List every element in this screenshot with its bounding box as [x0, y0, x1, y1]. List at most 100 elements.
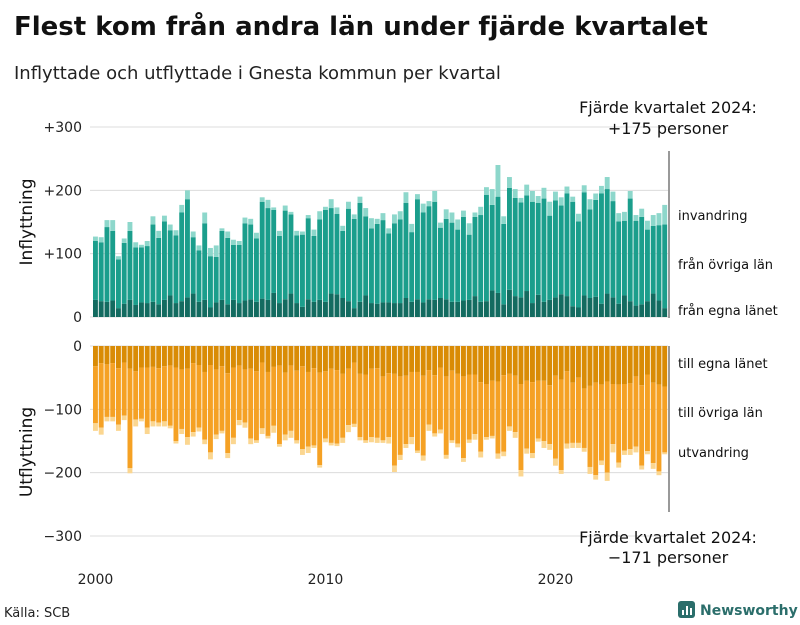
top-bar-segment [127, 230, 133, 300]
legend-bottom-egna-lanet: till egna länet [678, 357, 768, 372]
top-bar-segment [179, 301, 185, 317]
top-bar-segment [369, 228, 374, 304]
top-bar-segment [317, 219, 323, 300]
top-bar-segment [524, 184, 530, 196]
bottom-bar-segment [547, 444, 553, 450]
top-bar-segment [121, 238, 127, 243]
top-bar-segment [213, 302, 219, 317]
bottom-bar-segment [512, 346, 518, 376]
bottom-bar-segment [662, 452, 668, 455]
top-bar-segment [449, 301, 455, 317]
top-bar-segment [294, 235, 300, 304]
top-bar-segment [461, 216, 466, 301]
top-bar-segment [236, 241, 242, 245]
bottom-bar-segment [208, 365, 213, 453]
top-annotation-line2: +175 personer [608, 119, 729, 138]
bottom-bar-segment [380, 376, 386, 441]
bottom-bar-segment [116, 424, 121, 431]
top-bar-segment [633, 215, 639, 221]
bottom-bar-segment [328, 346, 334, 369]
bottom-bar-segment [236, 420, 242, 426]
bottom-bar-segment [645, 451, 650, 455]
bottom-bar-segment [604, 381, 610, 473]
bottom-bar-segment [242, 422, 248, 428]
top-bar-segment [196, 250, 202, 302]
bottom-bar-segment [645, 346, 650, 375]
bottom-bar-segment [110, 416, 116, 422]
top-bar-segment [328, 208, 334, 294]
top-bar-segment [495, 165, 501, 197]
bottom-bar-segment [300, 449, 305, 455]
bottom-bar-segment [530, 346, 535, 383]
bottom-bar-segment [656, 346, 662, 385]
top-ytick-label: +200 [44, 183, 82, 199]
top-bar-segment [190, 237, 196, 294]
top-bar-segment [403, 192, 409, 203]
top-bar-segment [259, 201, 265, 299]
bottom-bar-segment [461, 376, 466, 459]
top-bar-segment [231, 239, 236, 245]
bottom-bar-segment [662, 346, 668, 387]
top-bar-segment [357, 196, 363, 203]
bottom-bar-segment [604, 346, 610, 382]
bottom-bar-segment [455, 373, 461, 444]
bottom-ytick-label: −200 [44, 466, 82, 482]
top-bar-segment [346, 201, 351, 209]
bottom-bar-segment [420, 455, 426, 461]
bottom-bar-segment [639, 346, 645, 386]
top-bar-segment [495, 292, 501, 317]
top-bar-segment [254, 301, 259, 317]
top-bar-segment [564, 186, 570, 194]
bottom-bar-segment [392, 465, 397, 473]
bottom-bar-segment [363, 440, 369, 443]
top-bar-segment [518, 197, 524, 203]
bottom-bar-segment [213, 346, 219, 370]
top-bar-segment [104, 227, 110, 302]
top-bar-segment [190, 231, 196, 238]
bottom-bar-segment [415, 371, 420, 451]
bottom-bar-segment [277, 365, 282, 445]
bottom-bar-segment [305, 346, 311, 372]
top-bar-segment [213, 256, 219, 303]
top-bar-segment [323, 301, 328, 317]
top-bar-segment [547, 201, 553, 216]
top-bar-segment [190, 293, 196, 317]
bottom-bar-segment [150, 346, 156, 367]
top-bar-segment [173, 235, 179, 304]
brand-logo-bar-3 [690, 608, 692, 615]
top-bar-segment [570, 306, 576, 317]
bottom-bar-segment [133, 346, 139, 372]
top-bar-segment [484, 194, 489, 302]
top-bar-segment [576, 213, 581, 222]
top-bar-segment [507, 187, 512, 290]
top-bar-segment [449, 212, 455, 223]
bottom-bar-segment [432, 375, 438, 434]
top-bar-segment [535, 294, 541, 317]
bottom-bar-segment [282, 434, 288, 441]
bottom-annotation-line2: −171 personer [608, 548, 729, 567]
top-bar-segment [225, 231, 231, 238]
bottom-annotation-line1: Fjärde kvartalet 2024: [579, 528, 757, 547]
top-bar-segment [530, 201, 535, 304]
bottom-bar-segment [489, 380, 495, 436]
bottom-bar-segment [455, 346, 461, 374]
top-bar-segment [271, 292, 277, 317]
top-bar-segment [213, 245, 219, 257]
bottom-bar-segment [139, 367, 144, 419]
bottom-bar-segment [409, 437, 415, 445]
top-bar-segment [518, 202, 524, 298]
top-bar-segment [610, 201, 616, 298]
top-bar-segment [259, 197, 265, 202]
top-bar-segment [461, 210, 466, 217]
top-bar-segment [282, 299, 288, 317]
bottom-bar-segment [248, 438, 254, 445]
bottom-bar-segment [265, 346, 271, 372]
bottom-bar-segment [553, 375, 558, 459]
top-bar-segment [167, 230, 173, 296]
top-bar-segment [340, 225, 346, 231]
top-bar-segment [185, 190, 190, 200]
bottom-bar-segment [409, 346, 415, 372]
top-bar-segment [300, 306, 305, 317]
top-bar-segment [449, 222, 455, 302]
